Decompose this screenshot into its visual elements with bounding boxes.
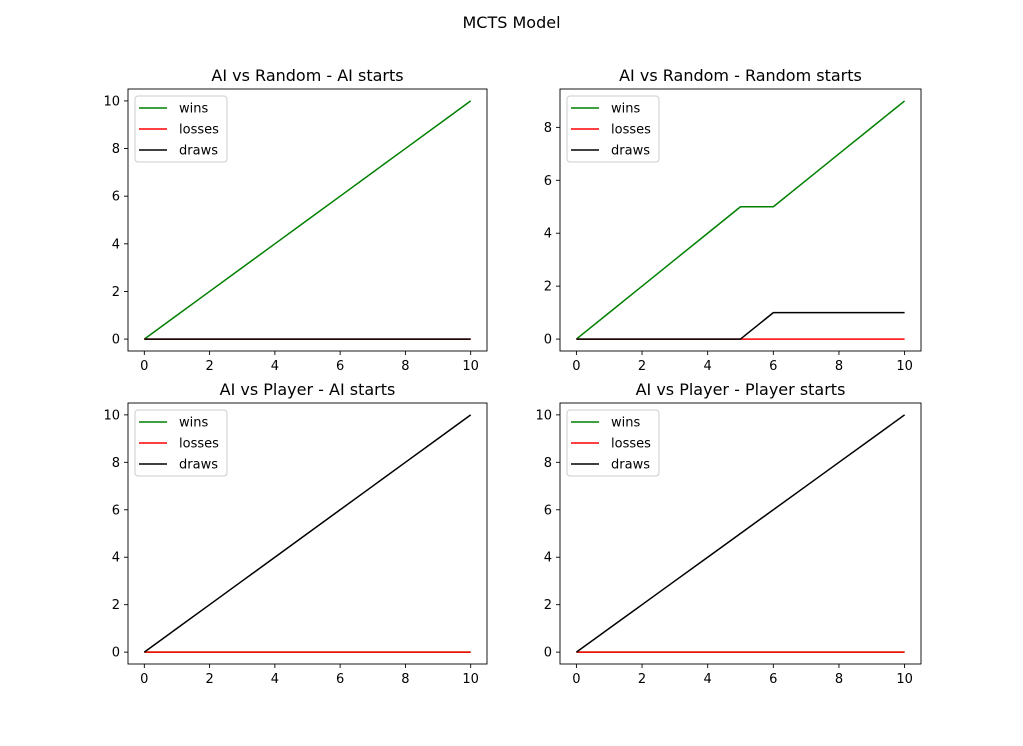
axes-frame <box>559 88 922 352</box>
x-tick-label: 6 <box>769 359 777 374</box>
y-tick-label: 4 <box>544 227 552 242</box>
legend-box <box>134 409 228 477</box>
x-tick-label: 0 <box>140 672 148 687</box>
y-tick-label: 0 <box>112 333 120 348</box>
x-tick-label: 8 <box>835 672 843 687</box>
subplot-2: 0 2 4 6 8 10 0 2 4 6 8 AI vs Random - Random starts… <box>544 66 922 374</box>
y-tick-label: 2 <box>112 598 120 613</box>
series-line-wins <box>143 100 472 340</box>
y-tick-label: 4 <box>112 551 120 566</box>
y-tick-label: 6 <box>544 503 552 518</box>
x-tick-label: 6 <box>336 672 344 687</box>
y-tick-label: 8 <box>112 142 120 157</box>
x-tick-label: 10 <box>462 672 479 687</box>
x-tick-label: 2 <box>205 672 213 687</box>
series-line-wins <box>575 100 906 340</box>
subplot-title: AI vs Random - AI starts <box>211 66 403 85</box>
series-line-draws <box>576 311 905 340</box>
x-tick-label: 10 <box>462 359 479 374</box>
legend-label-losses: losses <box>611 437 651 452</box>
subplot-3: 0 2 4 6 8 10 0 2 4 6 8 10 AI vs Player - AI starts wi… <box>103 380 488 687</box>
x-tick-label: 0 <box>572 359 580 374</box>
legend-label-wins: wins <box>179 416 208 431</box>
subplots-grid: 0 2 4 6 8 10 0 2 4 6 8 10 AI vs Random - AI starts wi… <box>103 66 922 687</box>
subplot-title: AI vs Player - Player starts <box>636 380 846 399</box>
x-tick-label: 0 <box>140 359 148 374</box>
y-tick-label: 4 <box>112 237 120 252</box>
series-line-draws <box>143 414 472 653</box>
legend-box <box>566 409 660 477</box>
subplot-title: AI vs Player - AI starts <box>220 380 396 399</box>
y-tick-label: 10 <box>535 408 552 423</box>
axes-frame <box>559 402 922 665</box>
y-tick-label: 0 <box>112 646 120 661</box>
legend-label-draws: draws <box>611 144 650 159</box>
axes-frame <box>127 88 488 352</box>
x-tick-label: 6 <box>769 672 777 687</box>
x-tick-label: 2 <box>638 672 646 687</box>
legend: wins losses draws <box>134 95 228 163</box>
figure-title: MCTS Model <box>462 13 560 32</box>
x-tick-label: 4 <box>704 672 712 687</box>
y-tick-label: 8 <box>544 456 552 471</box>
legend: wins losses draws <box>566 409 660 477</box>
x-tick-label: 6 <box>336 359 344 374</box>
legend: wins losses draws <box>134 409 228 477</box>
y-tick-label: 4 <box>544 551 552 566</box>
x-tick-label: 4 <box>271 672 279 687</box>
legend: wins losses draws <box>566 95 660 163</box>
x-tick-label: 4 <box>271 359 279 374</box>
y-tick-label: 2 <box>112 285 120 300</box>
series-line-draws <box>575 414 906 653</box>
x-tick-label: 10 <box>896 359 913 374</box>
legend-label-draws: draws <box>179 144 218 159</box>
y-tick-label: 2 <box>544 280 552 295</box>
y-tick-label: 0 <box>544 333 552 348</box>
y-tick-label: 2 <box>544 598 552 613</box>
x-tick-label: 0 <box>572 672 580 687</box>
x-tick-label: 10 <box>896 672 913 687</box>
y-tick-label: 0 <box>544 646 552 661</box>
x-tick-label: 8 <box>401 359 409 374</box>
legend-label-losses: losses <box>179 123 219 138</box>
legend-label-draws: draws <box>611 458 650 473</box>
x-tick-label: 8 <box>401 672 409 687</box>
x-tick-label: 2 <box>638 359 646 374</box>
legend-label-draws: draws <box>179 458 218 473</box>
y-tick-label: 10 <box>103 408 120 423</box>
legend-label-wins: wins <box>611 102 640 117</box>
y-tick-label: 6 <box>112 190 120 205</box>
subplot-title: AI vs Random - Random starts <box>619 66 862 85</box>
legend-box <box>566 95 660 163</box>
axes-frame <box>127 402 488 665</box>
y-tick-label: 8 <box>112 456 120 471</box>
y-tick-label: 8 <box>544 121 552 136</box>
legend-label-wins: wins <box>179 102 208 117</box>
legend-label-losses: losses <box>179 437 219 452</box>
legend-label-losses: losses <box>611 123 651 138</box>
y-tick-label: 6 <box>544 174 552 189</box>
subplot-4: 0 2 4 6 8 10 0 2 4 6 8 10 AI vs Player - Player star… <box>535 380 922 687</box>
subplot-1: 0 2 4 6 8 10 0 2 4 6 8 10 AI vs Random - AI starts wi… <box>103 66 488 374</box>
x-tick-label: 8 <box>835 359 843 374</box>
x-tick-label: 2 <box>205 359 213 374</box>
legend-label-wins: wins <box>611 416 640 431</box>
legend-box <box>134 95 228 163</box>
y-tick-label: 10 <box>103 94 120 109</box>
x-tick-label: 4 <box>704 359 712 374</box>
y-tick-label: 6 <box>112 503 120 518</box>
